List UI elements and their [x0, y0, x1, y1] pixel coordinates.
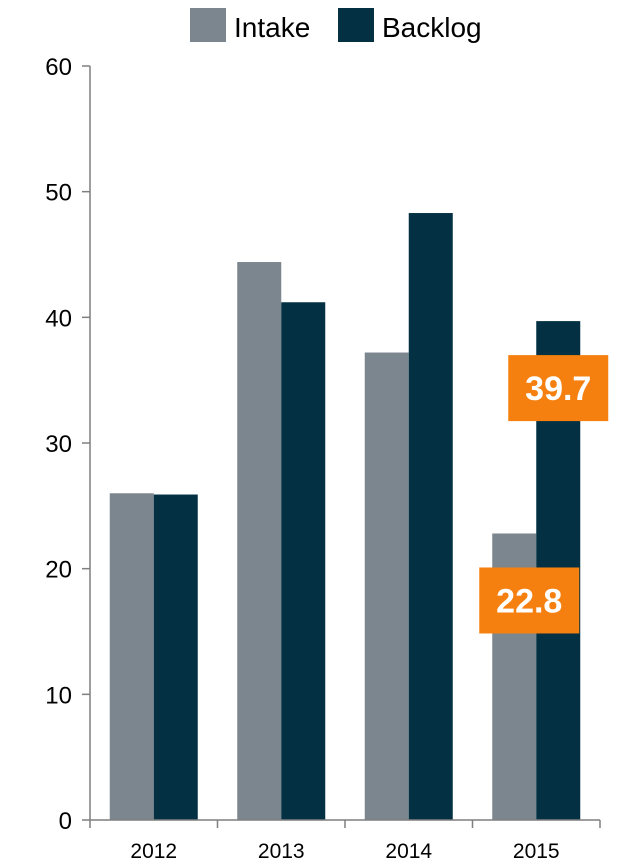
bar-intake-2012 [109, 493, 154, 820]
callout-label-backlog-2015: 39.7 [525, 370, 591, 408]
legend-swatch-backlog [338, 8, 374, 42]
callout-box-backlog-2015 [508, 355, 609, 422]
y-tick-label-0: 0 [59, 808, 72, 835]
bar-backlog-2013 [281, 302, 326, 821]
bar-intake-2013 [237, 262, 282, 820]
bar-intake-2014 [364, 352, 409, 820]
legend: Intake Backlog [190, 8, 482, 43]
x-tick-label-2014: 2014 [385, 840, 432, 863]
axes-group: 0 10 20 30 40 50 60 2012 2013 2014 2015 [45, 54, 601, 863]
x-tick-label-2013: 2013 [258, 840, 305, 863]
callout-box-intake-2015 [479, 567, 580, 634]
legend-label-intake: Intake [234, 12, 310, 43]
legend-label-backlog: Backlog [382, 12, 482, 43]
y-tick-label-20: 20 [45, 557, 72, 584]
x-tick-label-2015: 2015 [513, 840, 560, 863]
y-tick-label-40: 40 [45, 305, 72, 332]
bar-backlog-2012 [153, 494, 198, 820]
bar-backlog-2014 [408, 213, 453, 820]
callouts-group: 22.8 39.7 [479, 355, 609, 634]
callout-label-intake-2015: 22.8 [496, 582, 562, 620]
y-tick-label-50: 50 [45, 180, 72, 207]
y-tick-label-60: 60 [45, 54, 72, 81]
y-tick-label-30: 30 [45, 431, 72, 458]
legend-swatch-intake [190, 8, 226, 42]
bars-group [109, 213, 581, 821]
y-tick-label-10: 10 [45, 682, 72, 709]
x-tick-label-2012: 2012 [130, 840, 177, 863]
